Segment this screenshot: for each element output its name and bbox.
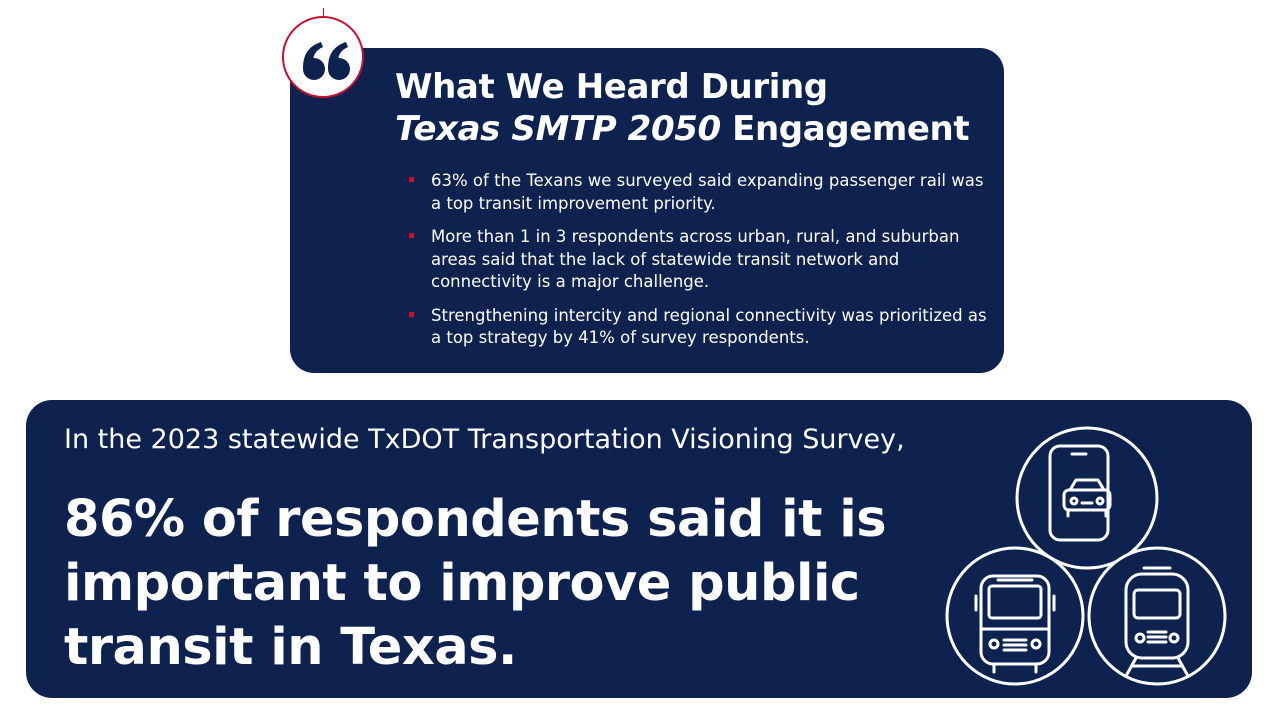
list-item: More than 1 in 3 respondents across urba… [407,226,987,294]
survey-intro: In the 2023 statewide TxDOT Transportati… [64,424,905,455]
list-item-text: More than 1 in 3 respondents across urba… [431,227,960,291]
list-item: 63% of the Texans we surveyed said expan… [407,170,987,215]
phone-car-icon [1015,426,1159,570]
headline-line-1: 86% of respondents said it is [64,490,887,549]
list-item: Strengthening intercity and regional con… [407,305,987,350]
quote-icon [282,16,364,98]
survey-headline: 86% of respondents said it is important … [64,488,964,680]
bullet-marker [409,177,414,182]
title-emphasis: Texas SMTP 2050 [395,109,721,149]
bus-icon [945,546,1085,686]
engagement-title: What We Heard During Texas SMTP 2050 Eng… [395,66,970,150]
list-item-text: Strengthening intercity and regional con… [431,305,987,348]
engagement-card [290,48,1004,373]
train-icon [1087,546,1227,686]
title-line-1: What We Heard During [395,67,828,107]
list-item-text: 63% of the Texans we surveyed said expan… [431,171,984,213]
headline-line-3: transit in Texas. [64,618,517,677]
bullet-marker [409,311,414,317]
headline-line-2: important to improve public [64,554,860,613]
title-line-2: Texas SMTP 2050 Engagement [395,108,970,150]
transit-icons-cluster [945,426,1227,686]
bullet-marker [409,233,414,238]
findings-list: 63% of the Texans we surveyed said expan… [407,170,987,361]
quote-accent-line [323,8,324,18]
title-rest: Engagement [720,109,970,149]
